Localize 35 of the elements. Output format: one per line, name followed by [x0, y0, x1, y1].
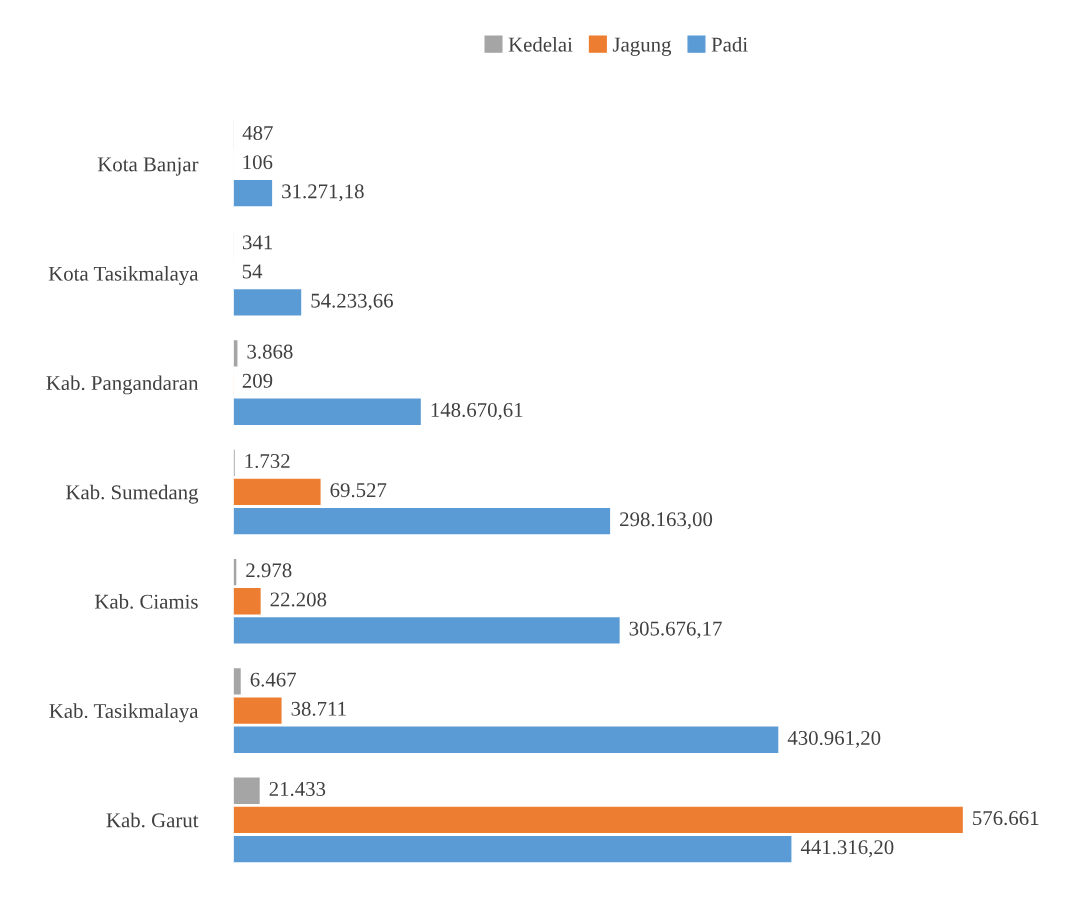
data-label: 430.961,20 — [787, 730, 881, 748]
data-label: 54.233,66 — [311, 293, 393, 311]
bar — [233, 287, 303, 317]
y-tick-label: Kab. Sumedang — [66, 484, 199, 504]
data-label: 1.732 — [245, 454, 290, 469]
data-label: 576.661 — [973, 811, 1039, 826]
data-label: 341 — [243, 235, 272, 250]
data-label: 2.978 — [246, 563, 292, 578]
data-label: 22.208 — [270, 592, 327, 607]
legend-label: Jagung — [612, 37, 672, 56]
data-label: 54 — [242, 264, 263, 279]
data-label: 21.433 — [269, 781, 326, 797]
y-tick-label: Kab. Garut — [106, 812, 199, 828]
y-tick-label: Kota Tasikmalaya — [48, 266, 199, 286]
data-label: 209 — [242, 373, 273, 388]
data-label: 6.467 — [250, 672, 297, 687]
data-label: 3.868 — [247, 344, 293, 359]
bar — [233, 178, 274, 208]
legend-label: Padi — [711, 36, 748, 52]
data-label: 38.711 — [291, 701, 346, 716]
y-tick-label: Kab. Ciamis — [94, 594, 198, 609]
bar — [233, 338, 239, 369]
data-label: 305.676,17 — [629, 621, 722, 639]
data-label: 106 — [243, 155, 273, 170]
data-label: 69.527 — [330, 483, 387, 498]
data-label: 298.163,00 — [620, 512, 713, 530]
legend-label: Kedelai — [508, 36, 573, 52]
data-label: 441.316,20 — [800, 840, 894, 858]
y-tick-label: Kota Banjar — [97, 157, 199, 176]
y-tick-label: Kab. Pangandaran — [46, 375, 199, 395]
y-tick-label: Kab. Tasikmalaya — [49, 703, 199, 723]
bar — [233, 397, 423, 427]
data-label: 31.271,18 — [282, 184, 364, 202]
data-label: 148.670,61 — [431, 402, 523, 420]
data-label: 487 — [242, 125, 273, 141]
